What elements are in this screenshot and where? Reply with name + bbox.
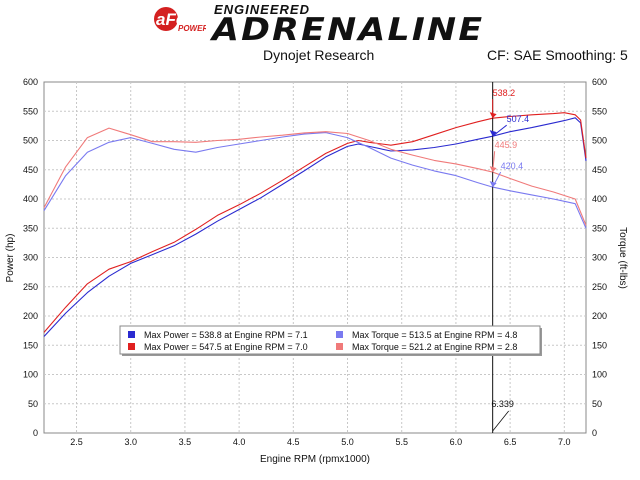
annotation-arrowhead: [489, 130, 497, 137]
x-tick-label: 4.5: [287, 437, 300, 447]
legend-label: Max Power = 538.8 at Engine RPM = 7.1: [144, 330, 308, 340]
header: aFe POWER ENGINEERED ADRENALINE Dynojet …: [0, 0, 640, 78]
y-tick-label-right: 150: [592, 340, 607, 350]
y-tick-label-right: 500: [592, 136, 607, 146]
annotation-label: 507.4: [507, 114, 530, 124]
series-lines: [43, 112, 587, 337]
y-tick-label-right: 50: [592, 399, 602, 409]
y-tick-label-left: 100: [23, 370, 38, 380]
y-tick-label-right: 200: [592, 311, 607, 321]
x-axis-label: Engine RPM (rpmx1000): [260, 454, 370, 465]
y-tick-label-left: 0: [33, 428, 38, 438]
legend-swatch: [336, 343, 343, 350]
y-tick-label-right: 100: [592, 370, 607, 380]
svg-text:POWER: POWER: [178, 24, 206, 33]
x-tick-label: 3.5: [179, 437, 192, 447]
y-tick-label-left: 150: [23, 340, 38, 350]
y-tick-label-left: 300: [23, 253, 38, 263]
x-tick-label: 3.0: [124, 437, 137, 447]
annotation-arrowhead: [489, 112, 497, 119]
series-line-2: [43, 132, 587, 229]
y-tick-label-left: 500: [23, 136, 38, 146]
legend: Max Power = 538.8 at Engine RPM = 7.1 Max…: [119, 325, 542, 356]
series-line-3: [43, 127, 587, 226]
y-tick-label-right: 600: [592, 77, 607, 87]
svg-text:aFe: aFe: [156, 10, 185, 29]
plot-area: [43, 81, 587, 434]
series-line-1: [43, 112, 587, 333]
y-tick-label-left: 200: [23, 311, 38, 321]
legend-box: [119, 325, 541, 355]
afe-power-logo-icon: aFe POWER: [154, 7, 206, 33]
y-tick-label-right: 550: [592, 106, 607, 116]
grid: [44, 82, 586, 433]
y-tick-label-left: 50: [28, 399, 38, 409]
y-tick-label-right: 400: [592, 194, 607, 204]
y-tick-label-left: 450: [23, 165, 38, 175]
y-tick-label-left: 600: [23, 77, 38, 87]
chart-subtitle-right: CF: SAE Smoothing: 5: [487, 47, 628, 63]
y-tick-label-right: 450: [592, 165, 607, 175]
y-axis-label-left: Power (hp): [5, 234, 16, 283]
y-axis-label-right: Torque (ft-lbs): [617, 227, 628, 289]
y-tick-label-right: 250: [592, 282, 607, 292]
cursor-value-label: 6.339: [491, 399, 514, 409]
annotation-arrow: [492, 124, 507, 137]
annotation-label: 420.4: [501, 161, 524, 171]
rpm-cursor: 6.339 538.2 507.4 445.9 420.4: [489, 82, 530, 433]
axes: 0 0 50 50 100 100 150 150 200 200 250 250 300 300 350 3…: [23, 77, 607, 447]
cursor-leader: [492, 410, 509, 432]
y-tick-label-right: 300: [592, 253, 607, 263]
y-tick-label-left: 250: [23, 282, 38, 292]
x-tick-label: 2.5: [70, 437, 83, 447]
x-tick-label: 5.5: [395, 437, 408, 447]
y-tick-label-left: 400: [23, 194, 38, 204]
x-tick-label: 4.0: [233, 437, 246, 447]
legend-swatch: [336, 331, 343, 338]
legend-swatch: [128, 331, 135, 338]
annotation-label: 445.9: [495, 140, 518, 150]
brand-engineered: ENGINEERED: [214, 2, 310, 17]
x-tick-label: 6.5: [504, 437, 517, 447]
x-tick-label: 7.0: [558, 437, 571, 447]
annotation-arrowhead: [489, 181, 497, 188]
y-tick-label-left: 550: [23, 106, 38, 116]
legend-swatch: [128, 343, 135, 350]
x-tick-label: 6.0: [450, 437, 463, 447]
brand-adrenaline: ADRENALINE: [212, 12, 485, 48]
chart-subtitle-left: Dynojet Research: [263, 47, 375, 63]
legend-label: Max Torque = 513.5 at Engine RPM = 4.8: [352, 330, 517, 340]
legend-label: Max Torque = 521.2 at Engine RPM = 2.8: [352, 342, 517, 352]
y-tick-label-right: 0: [592, 428, 597, 438]
legend-label: Max Power = 547.5 at Engine RPM = 7.0: [144, 342, 308, 352]
x-tick-label: 5.0: [341, 437, 354, 447]
y-tick-label-left: 350: [23, 223, 38, 233]
series-line-0: [43, 117, 587, 337]
y-tick-label-right: 350: [592, 223, 607, 233]
annotation-arrowhead: [489, 166, 497, 173]
annotation-label: 538.2: [493, 88, 516, 98]
